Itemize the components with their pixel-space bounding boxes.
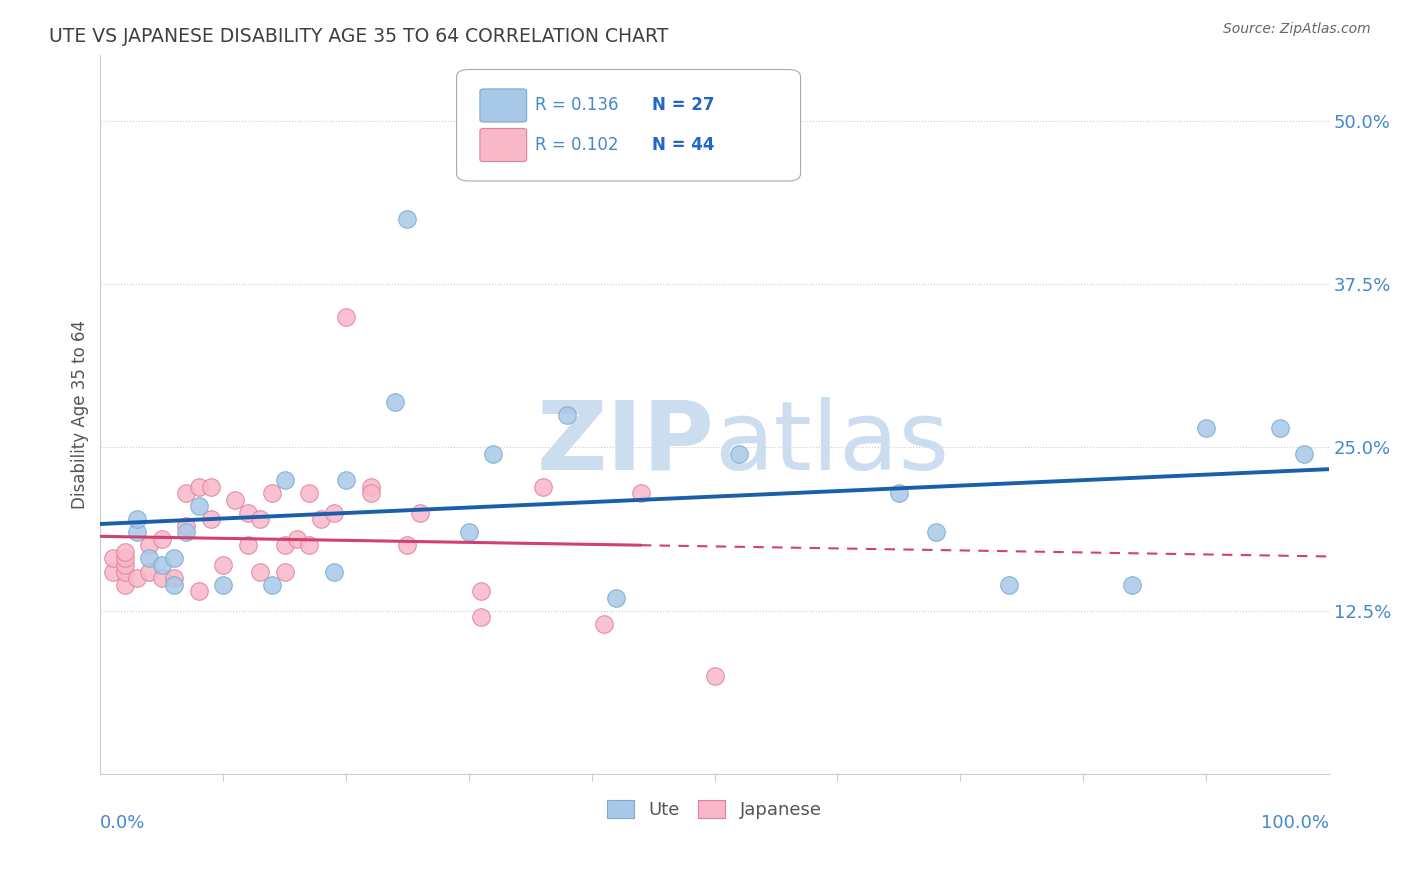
Point bbox=[409, 506, 432, 520]
Point bbox=[1294, 447, 1316, 461]
Point bbox=[224, 492, 246, 507]
Text: Source: ZipAtlas.com: Source: ZipAtlas.com bbox=[1223, 22, 1371, 37]
FancyBboxPatch shape bbox=[479, 89, 527, 122]
Point bbox=[127, 571, 149, 585]
Point bbox=[150, 532, 173, 546]
Point bbox=[163, 577, 186, 591]
Point bbox=[396, 211, 419, 226]
Point bbox=[1195, 420, 1218, 434]
Point bbox=[384, 394, 406, 409]
Point bbox=[531, 479, 554, 493]
Point bbox=[470, 584, 492, 599]
Point bbox=[114, 577, 136, 591]
Point bbox=[322, 506, 344, 520]
Point bbox=[335, 473, 357, 487]
Point bbox=[262, 577, 284, 591]
Point bbox=[262, 486, 284, 500]
Point bbox=[703, 669, 725, 683]
Point bbox=[249, 512, 271, 526]
Text: UTE VS JAPANESE DISABILITY AGE 35 TO 64 CORRELATION CHART: UTE VS JAPANESE DISABILITY AGE 35 TO 64 … bbox=[49, 27, 669, 45]
Point bbox=[114, 551, 136, 566]
Point bbox=[176, 525, 198, 540]
Point bbox=[150, 558, 173, 572]
Point bbox=[924, 525, 946, 540]
Point bbox=[630, 486, 652, 500]
Point bbox=[1121, 577, 1143, 591]
Point bbox=[176, 486, 198, 500]
Point bbox=[114, 545, 136, 559]
Point bbox=[285, 532, 308, 546]
Point bbox=[163, 551, 186, 566]
Point bbox=[273, 538, 295, 552]
Point bbox=[187, 584, 209, 599]
Point bbox=[176, 518, 198, 533]
Point bbox=[298, 486, 321, 500]
FancyBboxPatch shape bbox=[457, 70, 800, 181]
Point bbox=[728, 447, 751, 461]
Point bbox=[470, 610, 492, 624]
Point bbox=[273, 473, 295, 487]
Point bbox=[200, 479, 222, 493]
Point bbox=[249, 565, 271, 579]
Point bbox=[273, 565, 295, 579]
Point bbox=[998, 577, 1021, 591]
Point bbox=[163, 571, 186, 585]
Point bbox=[212, 558, 235, 572]
Point bbox=[335, 310, 357, 324]
Point bbox=[593, 616, 616, 631]
Point bbox=[482, 447, 505, 461]
Point bbox=[200, 512, 222, 526]
FancyBboxPatch shape bbox=[479, 128, 527, 161]
Text: atlas: atlas bbox=[714, 397, 949, 490]
Point bbox=[114, 565, 136, 579]
Point bbox=[138, 551, 160, 566]
Point bbox=[150, 571, 173, 585]
Point bbox=[101, 551, 124, 566]
Point bbox=[236, 506, 259, 520]
Point bbox=[236, 538, 259, 552]
Point bbox=[138, 538, 160, 552]
Text: 100.0%: 100.0% bbox=[1261, 814, 1329, 832]
Point bbox=[212, 577, 235, 591]
Point bbox=[887, 486, 910, 500]
Point bbox=[605, 591, 627, 605]
Point bbox=[187, 499, 209, 513]
Text: R = 0.136: R = 0.136 bbox=[536, 96, 619, 114]
Text: 0.0%: 0.0% bbox=[100, 814, 146, 832]
Point bbox=[187, 479, 209, 493]
Point bbox=[1268, 420, 1291, 434]
Point bbox=[114, 558, 136, 572]
Point bbox=[138, 565, 160, 579]
Point bbox=[360, 486, 382, 500]
Legend: Ute, Japanese: Ute, Japanese bbox=[600, 793, 830, 826]
Point bbox=[127, 512, 149, 526]
Point bbox=[555, 408, 578, 422]
Point bbox=[127, 525, 149, 540]
Point bbox=[360, 479, 382, 493]
Text: N = 27: N = 27 bbox=[652, 96, 714, 114]
Text: N = 44: N = 44 bbox=[652, 136, 714, 154]
Text: R = 0.102: R = 0.102 bbox=[536, 136, 619, 154]
Point bbox=[298, 538, 321, 552]
Text: ZIP: ZIP bbox=[537, 397, 714, 490]
Y-axis label: Disability Age 35 to 64: Disability Age 35 to 64 bbox=[72, 320, 89, 509]
Point bbox=[101, 565, 124, 579]
Point bbox=[457, 525, 479, 540]
Point bbox=[396, 538, 419, 552]
Point bbox=[322, 565, 344, 579]
Point bbox=[311, 512, 333, 526]
